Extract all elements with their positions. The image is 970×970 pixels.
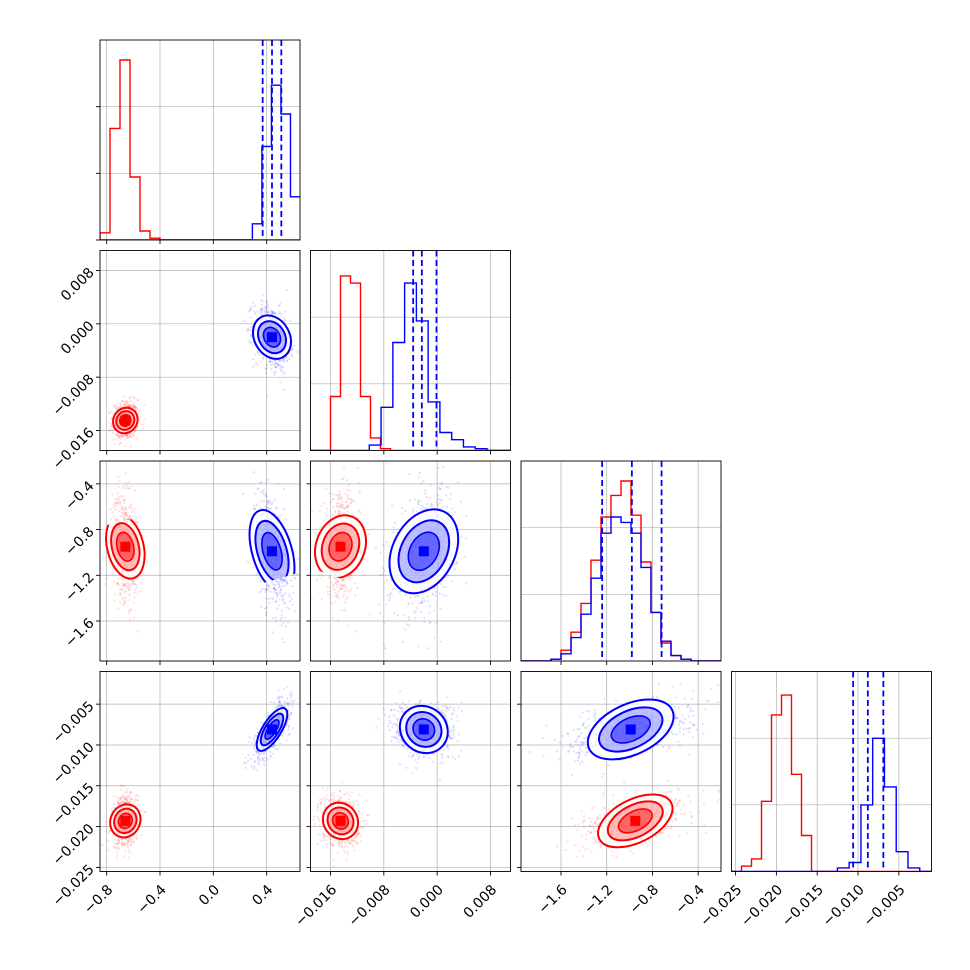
panel-frame [731,671,932,872]
x-tick-label: 0.000 [407,882,447,922]
x-tick-label: −0.8 [627,882,662,917]
density-peak [267,724,277,735]
x-tick-label: −0.025 [697,882,745,930]
x-tick-label: −0.010 [820,882,868,930]
histogram-ff0000 [310,275,511,451]
panel-frame [99,39,301,241]
panel-frame [520,460,722,662]
panel-frame [310,460,511,662]
y-tick-label: −0.020 [50,821,98,869]
y-tick-label: −0.8 [62,524,97,559]
x-tick-label: −0.020 [738,882,786,930]
scatter-panel [99,250,301,451]
diag-panel [310,250,511,451]
y-tick-label: −0.016 [50,425,98,473]
x-tick-label: 0.0 [196,882,223,909]
density-peak [120,415,131,426]
panel-frame [310,671,511,872]
scatter-panel [99,671,301,872]
y-tick-label: 0.008 [58,265,98,305]
panel-frame [310,250,511,451]
scatter-panel [99,460,301,662]
y-tick-label: −0.005 [50,698,98,746]
histogram-ff0000 [731,694,932,872]
density-peak [418,724,429,735]
x-tick-label: −0.4 [134,882,169,917]
density-peak [335,815,346,826]
panel-frame [520,671,722,872]
y-tick-label: −0.010 [50,739,98,787]
diag-panel [99,39,301,241]
x-tick-label: −0.016 [292,882,340,930]
y-tick-label: −0.008 [50,372,98,420]
density-peak [267,332,277,343]
histogram-0000ff [310,282,511,451]
density-peak [267,546,277,557]
x-tick-label: −0.8 [81,882,116,917]
panel-frame [99,460,301,662]
density-peak [625,724,636,735]
histogram-ff0000 [100,59,300,240]
y-tick-label: −0.015 [50,780,98,828]
histogram-ff0000 [521,480,721,661]
panel-frame [99,671,301,872]
density-peak [335,541,346,552]
y-tick-label: 0.000 [58,318,98,358]
scatter-panel [520,671,722,872]
x-tick-label: −1.6 [535,882,570,917]
y-tick-label: −1.2 [62,570,97,605]
x-tick-label: 0.008 [461,882,501,922]
y-tick-label: −1.6 [62,615,97,650]
x-tick-label: −0.015 [779,882,827,930]
histogram-0000ff [731,737,932,872]
panel-frame [99,250,301,451]
x-tick-label: 0.4 [249,882,276,909]
x-tick-label: −1.2 [581,882,616,917]
histogram-0000ff [100,84,300,240]
x-tick-label: −0.005 [861,882,909,930]
diag-panel [520,460,722,662]
density-peak [418,546,429,557]
density-peak [120,541,131,552]
diag-panel [731,671,932,872]
x-tick-label: −0.008 [346,882,394,930]
density-peak [630,815,641,826]
scatter-panel [310,671,511,872]
histogram-0000ff [521,516,721,661]
scatter-panel [310,460,511,662]
y-tick-label: −0.4 [62,478,97,513]
density-peak [120,815,131,826]
